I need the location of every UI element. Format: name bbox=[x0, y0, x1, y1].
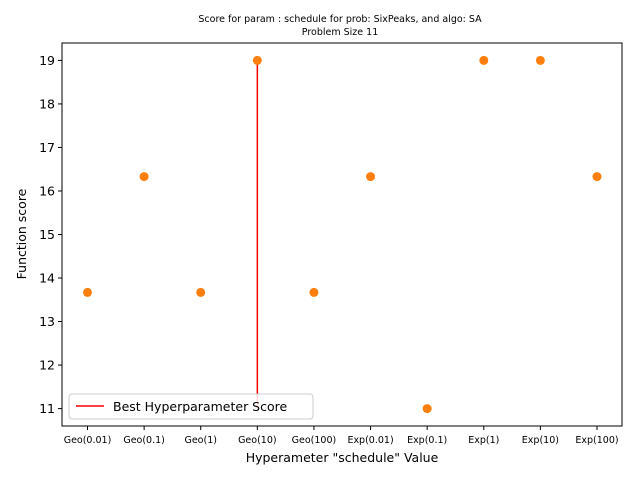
data-point bbox=[592, 172, 602, 182]
data-point bbox=[479, 55, 489, 65]
y-axis-ticks: 11 12 13 14 15 16 17 18 19 bbox=[39, 53, 62, 416]
y-tick-label: 18 bbox=[39, 96, 55, 111]
data-point bbox=[196, 287, 206, 297]
data-point bbox=[366, 172, 376, 182]
chart-subtitle: Problem Size 11 bbox=[302, 27, 378, 38]
x-axis-ticks: Geo(0.01) Geo(0.1) Geo(1) Geo(10) Geo(100) Ex… bbox=[64, 426, 619, 446]
legend-entry-best-score: Best Hyperparameter Score bbox=[113, 399, 287, 414]
y-tick-label: 17 bbox=[39, 140, 55, 155]
x-axis-label: Hyperameter "schedule" Value bbox=[246, 450, 439, 465]
legend-box bbox=[68, 393, 314, 420]
x-tick-label: Exp(0.1) bbox=[407, 435, 447, 446]
chart-title: Score for param : schedule for prob: Six… bbox=[198, 14, 482, 25]
y-tick-label: 14 bbox=[39, 271, 55, 286]
y-tick-label: 11 bbox=[39, 401, 55, 416]
x-tick-label: Geo(10) bbox=[238, 435, 277, 446]
data-point bbox=[535, 55, 545, 65]
plot-area-frame bbox=[61, 42, 623, 427]
x-tick-label: Geo(1) bbox=[184, 435, 216, 446]
data-point bbox=[309, 287, 319, 297]
data-point bbox=[83, 287, 92, 297]
data-point bbox=[422, 404, 432, 414]
x-tick-label: Exp(100) bbox=[575, 435, 618, 446]
x-tick-label: Geo(0.1) bbox=[123, 435, 165, 446]
y-tick-label: 13 bbox=[39, 314, 55, 329]
x-tick-label: Geo(0.01) bbox=[64, 435, 112, 446]
legend: Best Hyperparameter Score bbox=[68, 393, 314, 420]
y-tick-label: 12 bbox=[39, 358, 55, 373]
y-tick-label: 15 bbox=[39, 227, 55, 242]
data-point bbox=[139, 172, 149, 182]
x-tick-label: Exp(0.01) bbox=[347, 435, 393, 446]
x-tick-label: Geo(100) bbox=[292, 435, 337, 446]
y-axis-label: Function score bbox=[14, 188, 29, 279]
y-tick-label: 19 bbox=[39, 53, 55, 68]
data-point bbox=[252, 55, 262, 65]
y-tick-label: 16 bbox=[39, 183, 55, 198]
x-tick-label: Exp(1) bbox=[468, 435, 499, 446]
x-tick-label: Exp(10) bbox=[522, 435, 559, 446]
plot-marks bbox=[83, 55, 602, 414]
